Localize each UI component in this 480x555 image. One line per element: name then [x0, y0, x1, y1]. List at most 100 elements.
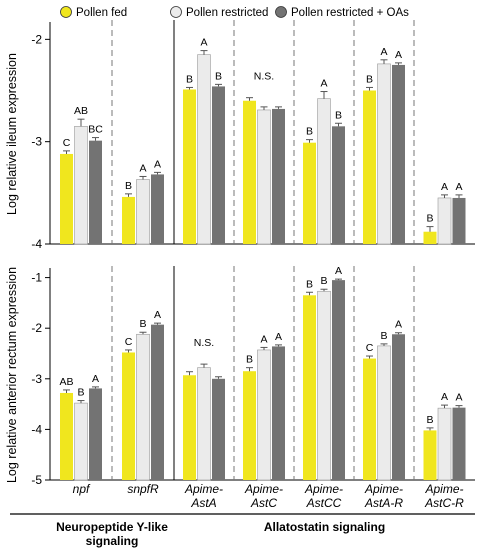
- y-tick-label: -2: [31, 321, 42, 335]
- bar: [272, 346, 285, 480]
- significance-letter: A: [154, 309, 161, 321]
- bar: [392, 65, 405, 244]
- legend-swatch: [276, 7, 287, 18]
- significance-letter: B: [246, 354, 253, 366]
- category-label-line: Apime-: [364, 482, 403, 496]
- bar: [332, 126, 345, 244]
- significance-letter: A: [441, 181, 448, 193]
- category-label-line: npf: [73, 482, 91, 496]
- group-label: Allatostatin signaling: [264, 520, 385, 534]
- bar: [243, 371, 256, 480]
- bar: [122, 352, 135, 480]
- ns-label: N.S.: [254, 71, 274, 83]
- significance-letter: B: [139, 318, 146, 330]
- category-label-line: AstCC: [306, 496, 342, 510]
- bar: [392, 334, 405, 480]
- category-label: Apime-AstCC: [304, 482, 343, 510]
- significance-letter: A: [395, 49, 402, 61]
- significance-letter: B: [366, 73, 373, 85]
- significance-letter: B: [306, 126, 313, 138]
- group-labels: Neuropeptide Y-like signaling Allatostatin…: [10, 514, 475, 548]
- legend-item: Pollen restricted + OAs: [276, 7, 410, 20]
- significance-letter: A: [320, 78, 327, 90]
- category-label: Apime-AstC: [244, 482, 283, 510]
- bar: [75, 126, 88, 244]
- category-label-line: AstA-R: [364, 496, 403, 510]
- significance-letter: AB: [74, 105, 88, 117]
- category-label: Apime-AstC-R: [424, 482, 464, 510]
- bar: [60, 154, 73, 244]
- significance-letter: A: [154, 158, 161, 170]
- bar: [363, 91, 376, 244]
- legend-item: Pollen restricted: [171, 7, 269, 20]
- bar: [183, 89, 196, 244]
- bar: [212, 379, 225, 480]
- category-label: snpfR: [127, 482, 159, 496]
- bar: [272, 109, 285, 244]
- significance-letter: A: [139, 162, 146, 174]
- bar: [318, 99, 331, 244]
- y-tick-label: -5: [31, 473, 42, 487]
- significance-letter: B: [380, 330, 387, 342]
- y-tick-label: -3: [31, 372, 42, 386]
- category-label-line: Apime-: [424, 482, 463, 496]
- bar: [438, 198, 451, 244]
- significance-letter: C: [125, 336, 133, 348]
- y-axis-label: Log relative ileum expression: [5, 53, 19, 215]
- significance-letter: C: [366, 342, 374, 354]
- category-label-line: Apime-: [244, 482, 283, 496]
- legend-swatch: [61, 7, 72, 18]
- significance-letter: A: [200, 37, 207, 49]
- significance-letter: B: [125, 180, 132, 192]
- bar: [453, 408, 466, 480]
- legend-label: Pollen restricted: [186, 7, 268, 19]
- ns-label: N.S.: [194, 337, 214, 349]
- bar: [75, 403, 88, 480]
- bar: [151, 325, 164, 480]
- significance-letter: A: [380, 46, 387, 58]
- y-tick-label: -1: [31, 271, 42, 285]
- bar: [378, 64, 391, 244]
- significance-letter: C: [63, 137, 71, 149]
- y-tick-label: -4: [31, 422, 42, 436]
- category-label: npf: [73, 482, 91, 496]
- significance-letter: B: [215, 70, 222, 82]
- significance-letter: BC: [88, 124, 103, 136]
- bar: [212, 86, 225, 244]
- significance-letter: A: [455, 181, 462, 193]
- legend-label: Pollen restricted + OAs: [291, 7, 409, 19]
- significance-letter: A: [260, 333, 267, 345]
- category-label-line: Apime-: [184, 482, 223, 496]
- bar: [438, 408, 451, 480]
- bar: [303, 143, 316, 244]
- legend-swatch: [171, 7, 182, 18]
- y-axis-label: Log relative anterior rectum expression: [5, 267, 19, 483]
- legend-label: Pollen fed: [76, 7, 127, 19]
- significance-letter: B: [77, 387, 84, 399]
- significance-letter: B: [426, 414, 433, 426]
- category-label-line: snpfR: [127, 482, 159, 496]
- bar: [243, 101, 256, 244]
- significance-letter: A: [455, 392, 462, 404]
- bar: [151, 174, 164, 244]
- significance-letter: B: [320, 275, 327, 287]
- significance-letter: A: [395, 319, 402, 331]
- group-label-line: signaling: [86, 534, 139, 548]
- y-tick-label: -4: [31, 237, 42, 251]
- category-label-line: AstA: [190, 496, 216, 510]
- group-label-line: Allatostatin signaling: [264, 520, 385, 534]
- bar: [198, 55, 211, 244]
- bar: [122, 197, 135, 244]
- group-label-line: Neuropeptide Y-like: [56, 520, 168, 534]
- bar: [89, 141, 102, 244]
- bar: [424, 430, 437, 480]
- bar: [258, 350, 271, 480]
- significance-letter: A: [441, 391, 448, 403]
- bar: [453, 198, 466, 244]
- bar: [424, 232, 437, 244]
- bar: [198, 368, 211, 480]
- bar: [183, 375, 196, 480]
- bar: [303, 295, 316, 480]
